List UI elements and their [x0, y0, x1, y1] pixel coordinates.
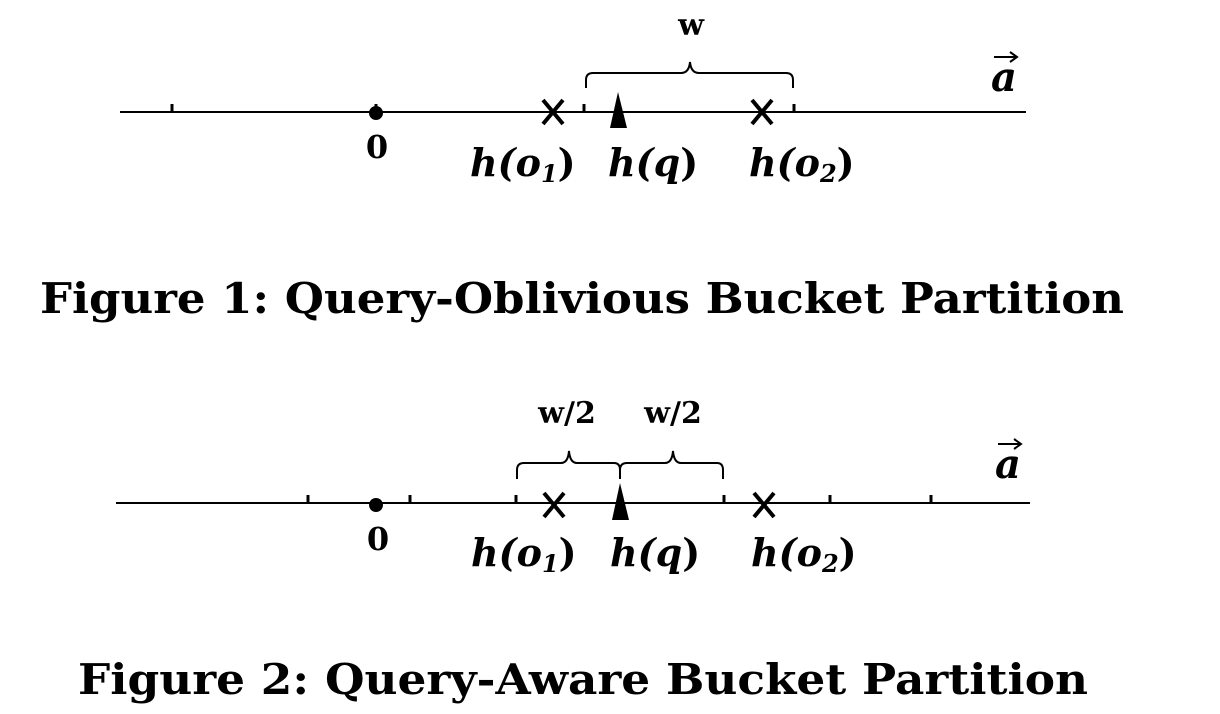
- figure-1: 0 w a h(o1) h(q) h(o2): [40, 8, 1124, 323]
- left-half-label: w/2: [537, 396, 596, 431]
- axis-label: a: [995, 441, 1021, 488]
- label-h-o1: h(o1): [470, 140, 576, 188]
- object-o1-cross: [541, 98, 565, 126]
- origin-label: 0: [366, 128, 388, 166]
- label-h-q: h(q): [610, 530, 700, 575]
- brace-right-half: [619, 450, 724, 479]
- figure-1-caption: Figure 1: Query-Oblivious Bucket Partiti…: [40, 274, 1124, 323]
- object-o2-cross: [750, 98, 774, 126]
- vector-arrow-icon: [998, 438, 1023, 450]
- label-h-o2: h(o2): [751, 530, 857, 578]
- right-half-label: w/2: [643, 396, 702, 431]
- query-triangle: [612, 483, 629, 520]
- figure-2-caption: Figure 2: Query-Aware Bucket Partition: [78, 655, 1088, 704]
- vector-arrow-icon: [994, 51, 1019, 63]
- brace-w: [585, 61, 794, 88]
- brace-left-half: [516, 450, 621, 479]
- object-o2-cross: [752, 491, 776, 519]
- origin-dot: [369, 106, 383, 120]
- width-label: w: [677, 8, 705, 43]
- origin-dot: [369, 498, 383, 512]
- query-triangle: [610, 92, 627, 128]
- origin-label: 0: [367, 520, 389, 558]
- label-h-o1: h(o1): [471, 530, 577, 578]
- figure-2: 0 w/2 w/2 a h(o1) h(q) h: [78, 396, 1088, 704]
- object-o1-cross: [542, 491, 566, 519]
- label-h-q: h(q): [608, 140, 698, 185]
- label-h-o2: h(o2): [749, 140, 855, 188]
- axis-label: a: [991, 54, 1017, 101]
